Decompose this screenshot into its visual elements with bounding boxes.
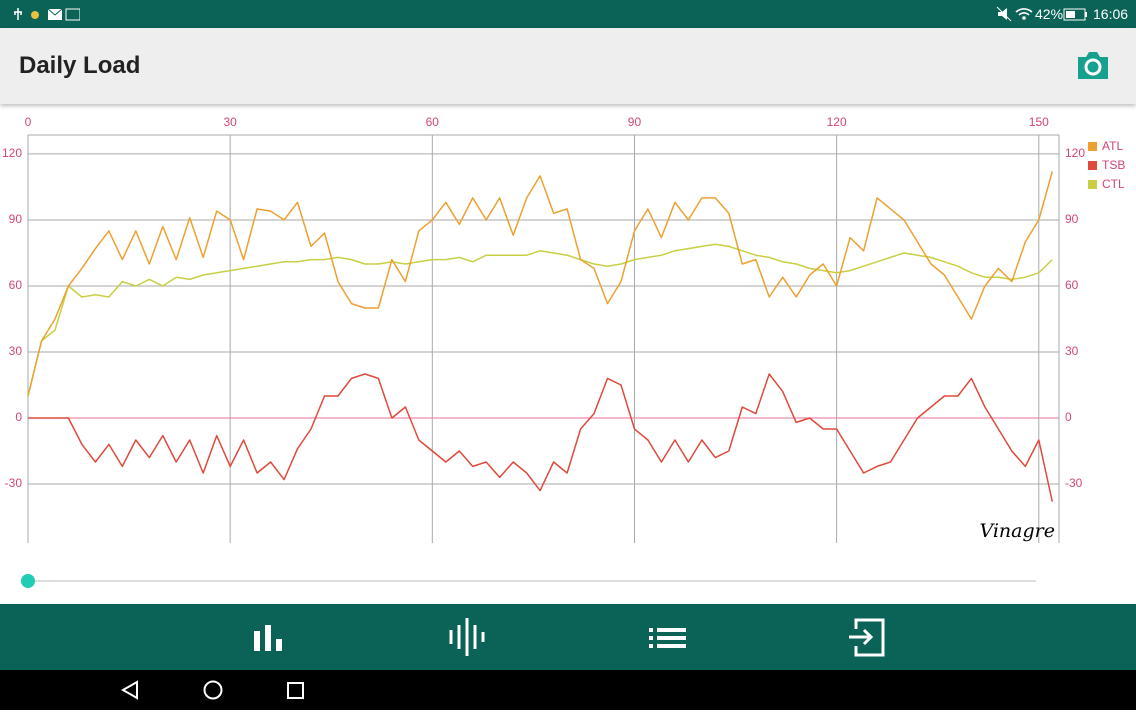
nav-chart[interactable] [254,625,282,651]
y-tick-label: -30 [5,476,23,490]
app-bar: Daily Load [0,28,1136,104]
y2-tick-label: -30 [1065,476,1083,490]
camera-button[interactable] [1076,49,1110,81]
bottom-nav [0,604,1136,670]
chart: -30 0 30 60 90 120 -30 0 30 60 90 120 0 30 60 90 120 150 A… [2,115,1125,588]
y2-tick-label: 120 [1065,146,1085,160]
battery-icon [1063,8,1087,21]
legend-label: CTL [1102,177,1125,191]
y-tick-label: 90 [9,212,23,226]
legend-swatch [1088,161,1097,170]
status-icons-right [996,6,1033,22]
status-bar: 42% 16:06 [0,0,1136,28]
nav-list[interactable] [649,628,686,648]
nav-wave[interactable] [449,618,485,656]
legend-swatch [1088,142,1097,151]
y2-tick-label: 30 [1065,344,1079,358]
system-nav [0,670,1136,710]
watermark: Vinagre [979,520,1055,542]
recent-button[interactable] [287,682,304,699]
home-button[interactable] [203,680,223,700]
y2-tick-label: 90 [1065,212,1079,226]
x-tick-label: 60 [426,115,440,129]
series-line [27,171,1054,397]
battery-percent: 42% [1035,6,1064,22]
y-tick-label: 0 [15,410,22,424]
x-tick-label: 150 [1029,115,1049,129]
legend-swatch [1088,180,1097,189]
x-tick-label: 90 [628,115,642,129]
x-tick-label: 30 [223,115,237,129]
y2-tick-label: 60 [1065,278,1079,292]
status-icons [14,8,80,21]
system-buttons [120,680,304,700]
legend-label: ATL [1102,139,1123,153]
back-button[interactable] [120,680,138,700]
nav-icons [254,618,885,657]
y-tick-label: 30 [9,344,23,358]
clock: 16:06 [1093,6,1129,22]
y2-tick-label: 0 [1065,410,1072,424]
x-tick-label: 0 [25,115,32,129]
y-tick-label: 120 [2,146,22,160]
y-tick-label: 60 [9,278,23,292]
x-tick-label: 120 [827,115,847,129]
series-line [27,243,1053,397]
nav-exit[interactable] [849,618,885,657]
legend-label: TSB [1102,158,1125,172]
slider-thumb[interactable] [21,574,35,588]
app-title: Daily Load [19,52,141,79]
series-line [28,373,1054,502]
